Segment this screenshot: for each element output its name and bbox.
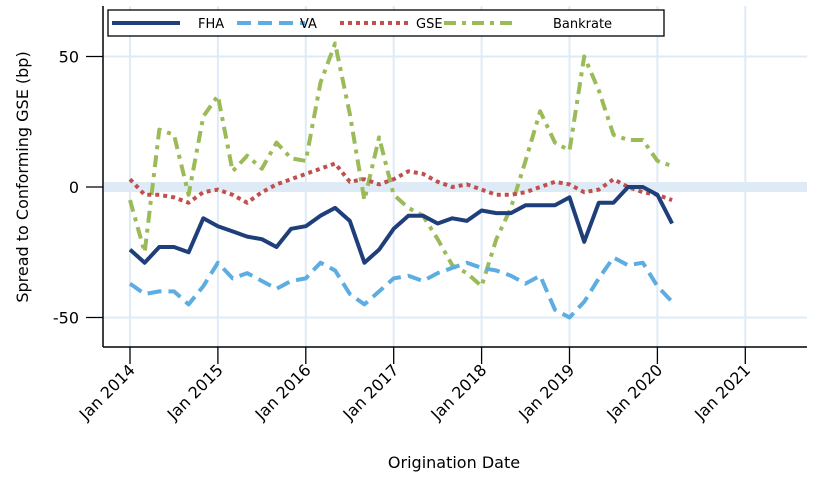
x-tick-label: Jan 2014 [75, 360, 139, 424]
y-axis-title: Spread to Conforming GSE (bp) [13, 51, 32, 302]
x-tick-label: Jan 2015 [163, 360, 227, 424]
x-tick-label: Jan 2020 [602, 360, 666, 424]
x-tick-label: Jan 2017 [339, 360, 403, 424]
y-tick-label: 0 [69, 178, 79, 197]
y-tick-label: -50 [53, 309, 79, 328]
x-ticks: Jan 2014 Jan 2015 Jan 2016 Jan 2017 Jan 2018… [75, 347, 754, 424]
x-tick-label: Jan 2021 [690, 360, 754, 424]
legend-label-bankrate: Bankrate [553, 17, 612, 32]
legend-label-va: VA [300, 17, 317, 32]
x-tick-label: Jan 2016 [251, 360, 315, 424]
y-tick-label: 50 [59, 48, 79, 67]
x-tick-label: Jan 2018 [426, 360, 490, 424]
series-fha-line [128, 185, 674, 265]
x-axis-title: Origination Date [388, 453, 520, 472]
legend-box [107, 9, 665, 37]
axes [102, 6, 807, 348]
series-layer [128, 41, 674, 320]
series-bankrate-line [128, 41, 673, 289]
y-ticks: 50 0 -50 [53, 48, 103, 328]
series-va-line [128, 255, 674, 320]
legend-label-gse: GSE [416, 17, 443, 32]
legend: FHA VA GSE Bankrate [107, 9, 665, 37]
grid [103, 6, 807, 347]
zero-band [104, 182, 807, 192]
legend-label-fha: FHA [198, 17, 224, 32]
series-gse-line [128, 161, 673, 205]
x-tick-label: Jan 2019 [514, 360, 578, 424]
